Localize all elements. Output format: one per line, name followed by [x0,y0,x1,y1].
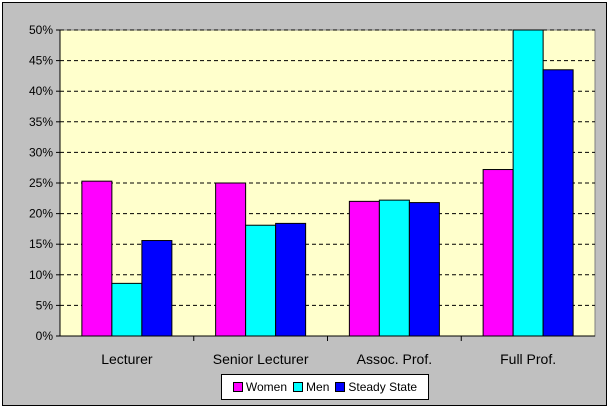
bar-men [378,199,410,337]
y-tick-label: 5% [36,298,54,312]
legend-swatch [232,382,243,392]
bar-women [81,180,113,337]
y-tick-label: 50% [29,23,53,37]
legend: Women Men Steady State [221,374,429,400]
legend-item: Steady State [335,380,417,394]
bar-men [512,29,544,337]
y-tick-label: 10% [29,268,53,282]
y-tick-label: 0% [36,329,54,343]
bar-women [215,182,247,337]
bar-steady-state [275,222,307,337]
legend-label: Women [245,380,288,394]
axes: 0% 5% 10% 15% 20% 25% 30% 35% 40% 45% 50% Lecturer S… [29,23,595,367]
bar-men [245,224,277,337]
legend-swatch [335,382,346,392]
legend-label: Men [306,380,330,394]
legend-label: Steady State [348,380,418,394]
legend-item: Men [293,380,329,394]
bar-steady-state [542,69,574,337]
bar-women [348,200,380,337]
legend-item: Women [232,380,288,394]
bar-steady-state [141,240,173,337]
x-category-label: Lecturer [101,351,153,367]
x-category-label: Full Prof. [500,351,556,367]
x-category-label: Assoc. Prof. [357,351,432,367]
y-tick-label: 15% [29,237,53,251]
y-tick-label: 20% [29,207,53,221]
y-tick-label: 25% [29,176,53,190]
y-tick-label: 35% [29,115,53,129]
bar-men [111,282,143,337]
y-tick-label: 30% [29,145,53,159]
gridlines [60,29,595,306]
bar-steady-state [408,202,440,337]
x-category-label: Senior Lecturer [213,351,309,367]
legend-swatch [293,382,304,392]
bars [81,29,574,337]
y-tick-label: 45% [29,54,53,68]
y-tick-label: 40% [29,84,53,98]
bar-women [482,169,514,337]
